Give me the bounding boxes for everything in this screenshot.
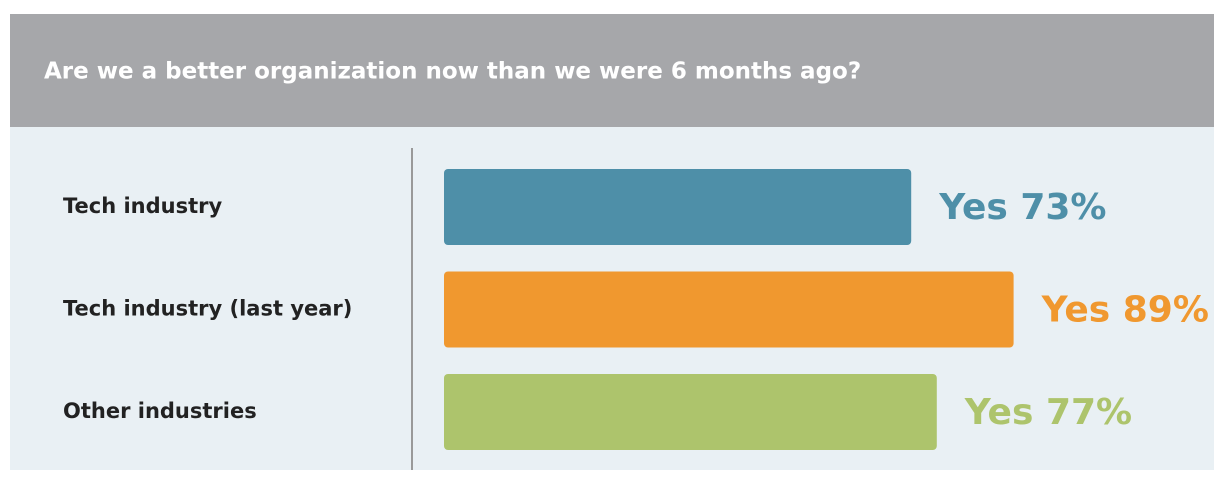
chart-title: Are we a better organization now than we… [44,59,861,85]
value-label: Yes 89% [1041,290,1209,331]
bar [444,169,912,245]
value-label: Yes 73% [938,187,1106,228]
bar [444,374,937,450]
value-label: Yes 77% [964,392,1132,433]
category-label: Tech industry (last year) [63,297,352,321]
bar [444,271,1014,348]
header-band [10,14,1214,127]
category-label: Other industries [63,399,257,423]
category-label: Tech industry [63,194,223,218]
